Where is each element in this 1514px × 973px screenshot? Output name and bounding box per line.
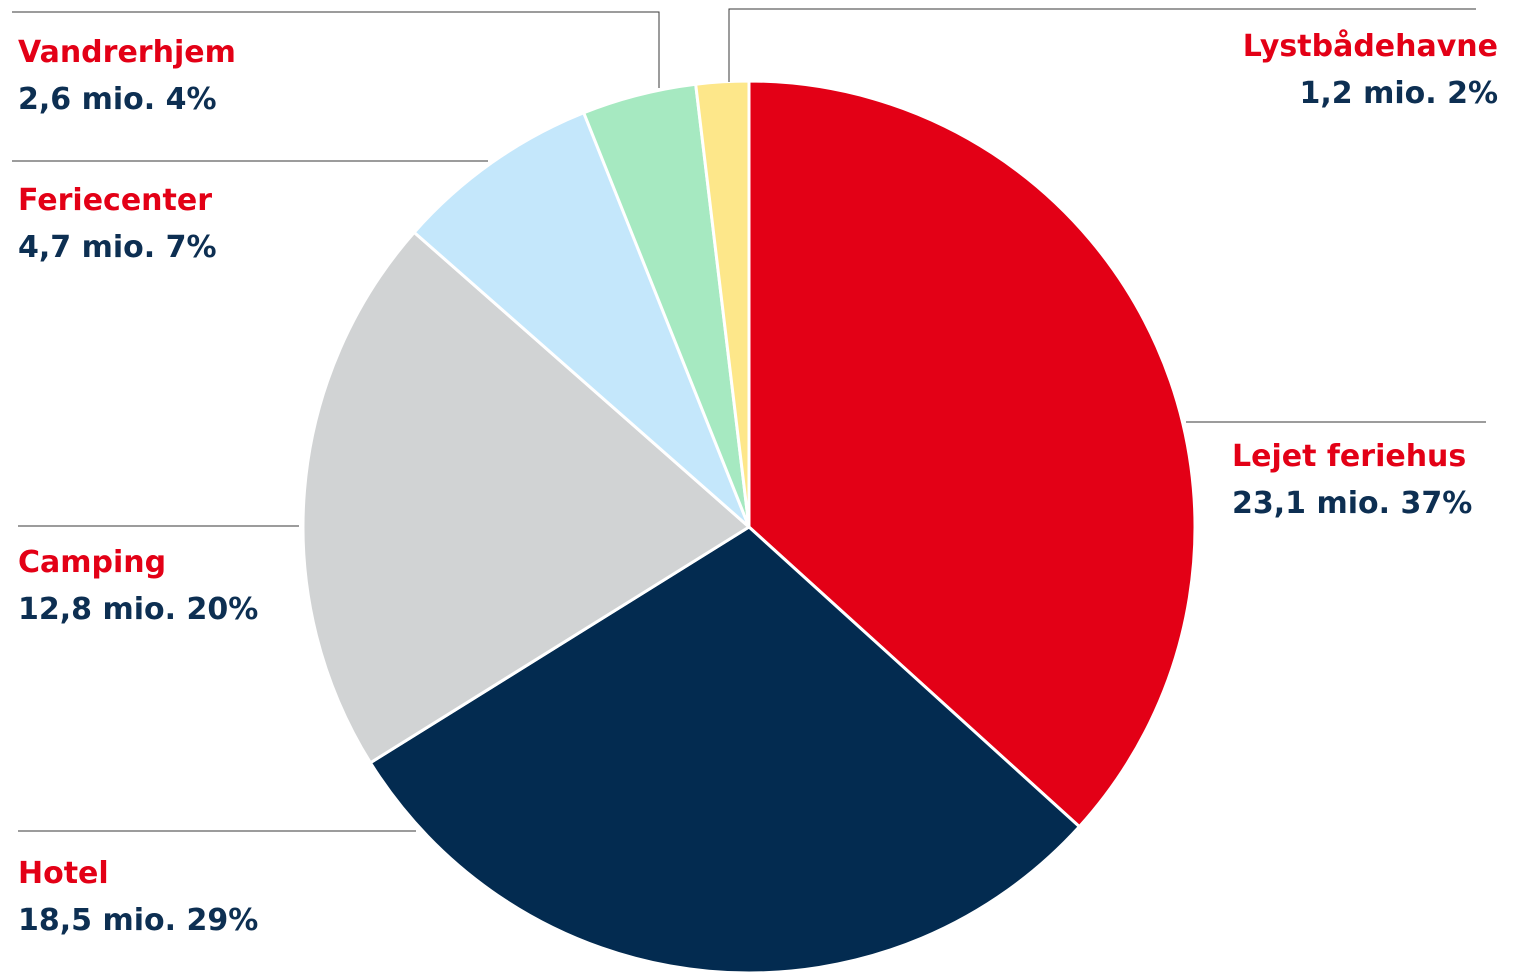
slice-label-name-feriecenter: Feriecenter [18, 183, 212, 218]
slice-label-value-lejet-feriehus: 23,1 mio. 37% [1232, 486, 1472, 521]
slice-label-name-lejet-feriehus: Lejet feriehus [1232, 439, 1466, 474]
pie-slice-feriecenter [412, 111, 751, 529]
pie-slice-lystbaadehavne [694, 79, 751, 529]
slice-label-name-camping: Camping [18, 545, 166, 580]
slice-labels: Lejet feriehus 23,1 mio. 37% Hotel 18,5 mio… [18, 28, 1498, 938]
slice-label-value-hotel: 18,5 mio. 29% [18, 903, 258, 938]
slice-label-value-vandrerhjem: 2,6 mio. 4% [18, 82, 217, 117]
slice-label-name-hotel: Hotel [18, 856, 109, 891]
slice-label-name-lystbaadehavne: Lystbådehavne [1243, 28, 1498, 64]
slice-label-name-vandrerhjem: Vandrerhjem [18, 35, 236, 70]
pie-slice-hotel [368, 525, 1081, 973]
slice-label-value-camping: 12,8 mio. 20% [18, 592, 258, 627]
leader-line-vandrerhjem [12, 11, 660, 88]
slice-label-value-lystbaadehavne: 1,2 mio. 2% [1299, 76, 1498, 111]
slice-label-value-feriecenter: 4,7 mio. 7% [18, 230, 217, 265]
leader-lines [12, 8, 1486, 832]
pie-slices [301, 79, 1197, 973]
leader-line-lystbaadehavne [728, 8, 1476, 82]
pie-slice-camping [301, 230, 751, 765]
pie-slice-lejet-feriehus [747, 79, 1197, 829]
